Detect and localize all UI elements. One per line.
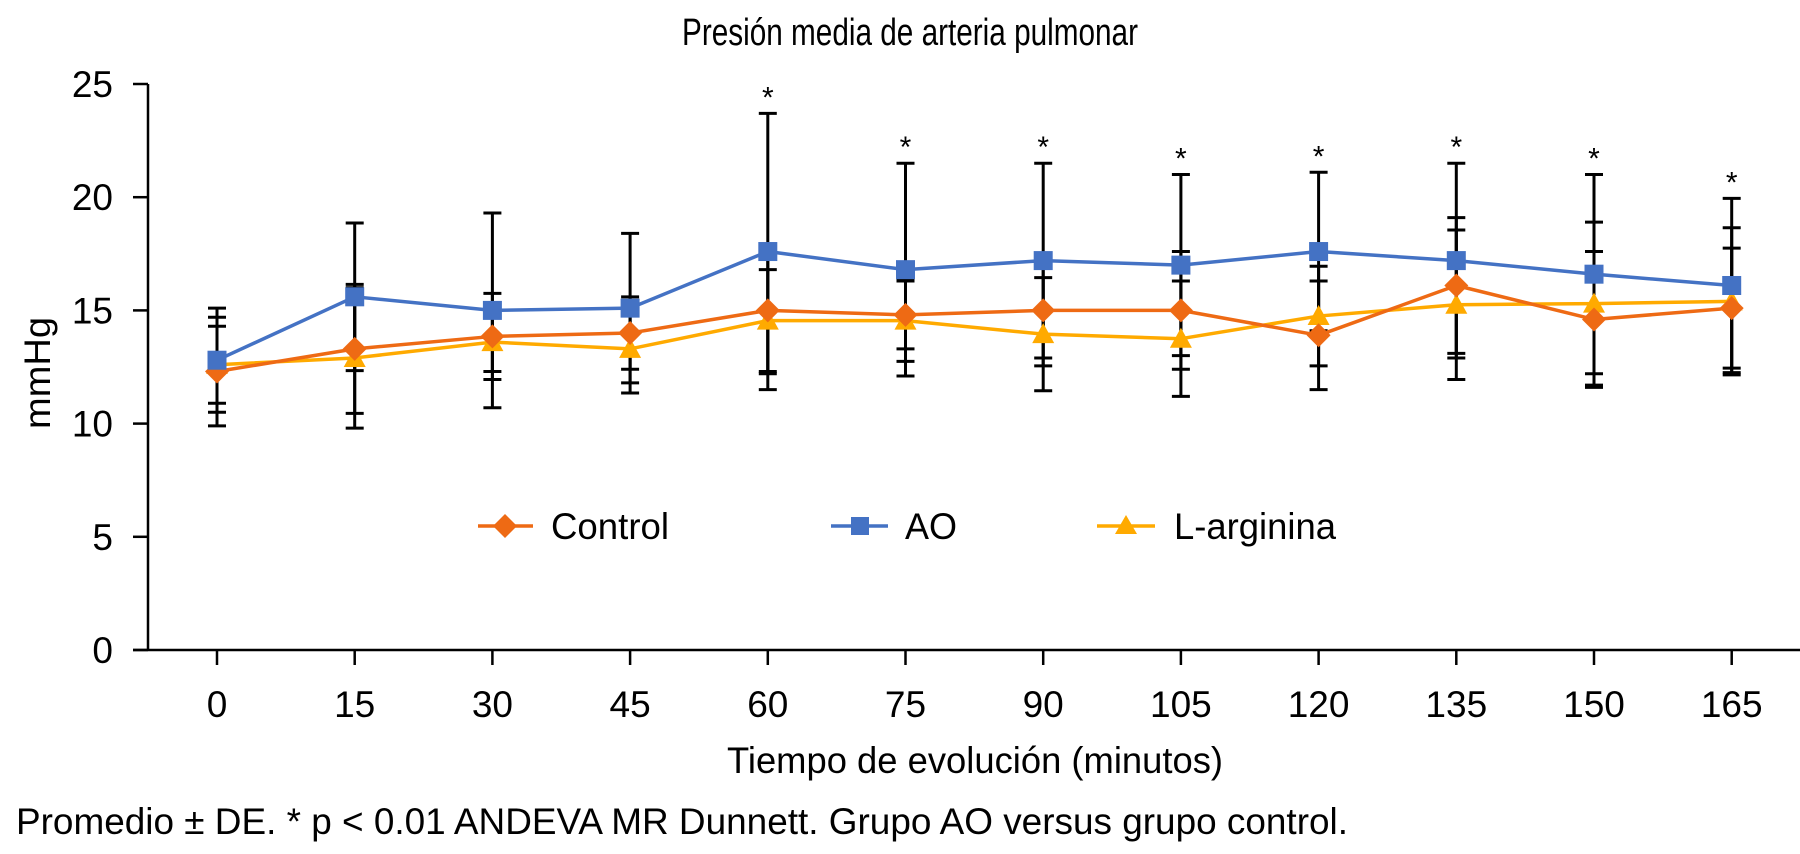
x-tick-label: 0 [207,684,228,725]
series-markers [205,242,1744,384]
data-point-control [1168,298,1193,323]
data-point-l-arginina [1032,323,1055,344]
significance-asterisk: * [1313,140,1325,173]
legend-label-l-arginina: L-arginina [1174,506,1336,547]
legend-item-control: Control [478,506,669,547]
data-point-control [342,336,367,361]
data-point-l-arginina [619,337,642,358]
legend-item-ao: AO [831,506,957,547]
data-point-ao [1171,255,1191,275]
data-point-control [893,302,918,327]
data-point-control [755,298,780,323]
series-line-ao [216,249,1732,362]
significance-markers: * * * * * * * * [762,81,1738,199]
data-point-l-arginina [1583,292,1605,313]
legend: Control AO L-arginina [478,506,1336,547]
diamond-icon [493,514,517,538]
footnote: Promedio ± DE. * p < 0.01 ANDEVA MR Dunn… [16,801,1348,842]
data-point-l-arginina [1307,305,1330,326]
y-tick-label: 15 [72,290,113,331]
x-tick-label: 135 [1425,684,1487,725]
triangle-icon [1115,515,1137,534]
x-tick-label: 75 [885,684,926,725]
x-tick-label: 45 [610,684,651,725]
y-tick-label: 0 [92,630,113,671]
significance-asterisk: * [1037,131,1049,164]
y-axis-label: mmHg [17,317,58,429]
x-tick-label: 60 [747,684,788,725]
data-point-ao [345,287,365,307]
significance-asterisk: * [900,131,912,164]
data-point-control [1719,296,1744,321]
x-axis-label: Tiempo de evolución (minutos) [727,740,1223,781]
error-bars [208,111,1741,430]
x-tick-label: 90 [1023,684,1064,725]
data-point-ao [620,298,640,318]
data-point-ao [1446,251,1466,271]
series-lines [216,249,1732,374]
legend-label-control: Control [551,506,669,547]
x-tick-label: 165 [1701,684,1763,725]
data-point-ao [1033,251,1053,271]
legend-item-l-arginina: L-arginina [1097,506,1336,547]
x-tick-label: 105 [1150,684,1212,725]
y-ticks: 0 5 10 15 20 25 [72,64,148,671]
significance-asterisk: * [762,81,774,114]
x-tick-label: 150 [1563,684,1625,725]
x-tick-label: 15 [334,684,375,725]
data-point-ao [896,260,915,280]
data-point-ao [207,350,227,370]
y-tick-label: 10 [72,404,113,445]
x-tick-label: 30 [472,684,513,725]
significance-asterisk: * [1588,143,1600,176]
data-point-control [1582,307,1606,332]
data-point-l-arginina [1169,327,1192,348]
series-line-l-arginina [216,299,1732,367]
significance-asterisk: * [1175,143,1187,176]
y-tick-label: 20 [72,177,113,218]
square-icon [851,517,869,535]
data-point-control [480,324,505,349]
axes [133,84,1800,652]
data-point-ao [1722,275,1742,295]
x-ticks: 0 15 30 45 60 75 90 105 120 135 150 165 [207,650,1763,725]
significance-asterisk: * [1450,131,1462,164]
x-tick-label: 120 [1288,684,1350,725]
chart-title: Presión media de arteria pulmonar [682,12,1138,54]
data-point-control [1031,298,1056,323]
y-tick-label: 5 [92,517,113,558]
legend-label-ao: AO [905,506,957,547]
data-point-ao [1309,242,1329,262]
data-point-ao [482,300,502,320]
significance-asterisk: * [1726,166,1738,199]
y-tick-label: 25 [72,64,113,105]
data-point-control [618,321,643,346]
data-point-control [1306,323,1331,348]
data-point-ao [758,242,778,262]
series-line-control [216,283,1732,374]
data-point-ao [1584,264,1604,284]
data-point-control [1444,273,1469,298]
data-point-l-arginina [1445,293,1468,314]
